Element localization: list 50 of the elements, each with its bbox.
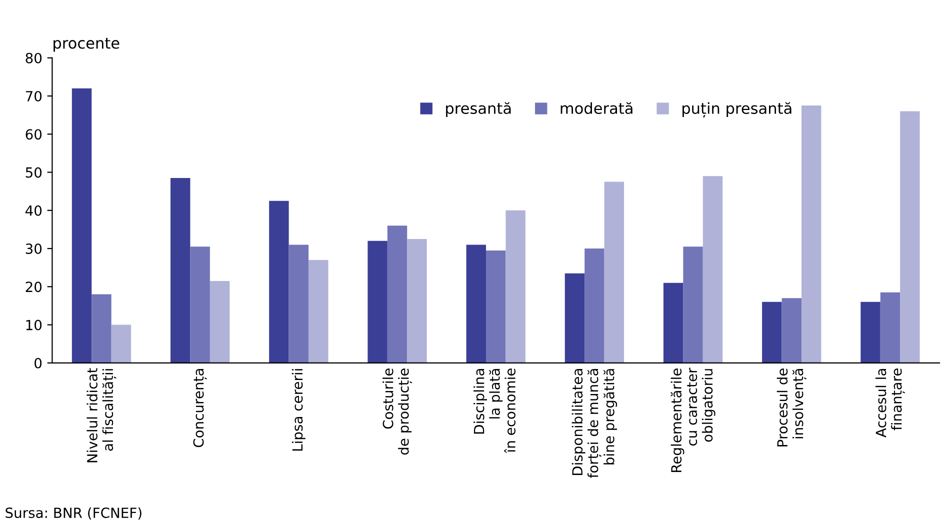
bar (564, 273, 585, 363)
x-tick-label: Procesul de insolvență (776, 368, 806, 446)
x-tick-label: Disponibilitatea forței de muncă bine pregătită (572, 369, 618, 478)
bar (880, 292, 900, 363)
bar (368, 240, 388, 363)
legend-label: moderată (560, 102, 632, 114)
legend-label: presantă (446, 102, 511, 117)
bar (782, 298, 802, 363)
bar (288, 244, 309, 363)
y-tick-label: 20 (26, 282, 42, 292)
bar (210, 280, 230, 363)
bar (584, 248, 604, 363)
y-tick-label: 40 (25, 205, 42, 216)
y-tick-label: 80 (26, 52, 42, 64)
y-axis-title: procente (54, 38, 120, 52)
bar (407, 239, 427, 363)
bar (387, 226, 408, 363)
y-tick-label: 30 (26, 244, 42, 254)
bar (486, 250, 506, 363)
bar (683, 246, 703, 363)
bar (860, 302, 880, 363)
bar (762, 302, 782, 363)
y-tick-label: 0 (34, 358, 42, 368)
y-tick-label: 70 (26, 90, 42, 102)
bar (190, 246, 210, 363)
bar (170, 178, 190, 363)
x-tick-label: Concurența (193, 369, 207, 448)
bar (466, 244, 486, 363)
y-tick-label: 60 (26, 129, 42, 140)
x-tick-label: Nivelul ridicat al fiscalității (86, 368, 116, 462)
bar (702, 176, 723, 363)
x-tick-label: Lipsa cererii (292, 369, 306, 451)
bar (506, 210, 526, 363)
bar (308, 260, 328, 363)
bar (111, 324, 132, 363)
bar (269, 200, 289, 363)
y-tick-label: 50 (26, 167, 42, 178)
bar (604, 182, 624, 363)
bar (92, 294, 112, 363)
bar (72, 88, 92, 363)
y-tick-label: 10 (26, 320, 42, 330)
bar (801, 106, 822, 363)
bar (900, 111, 920, 363)
x-tick-label: Disciplina la plată în economie (474, 368, 516, 454)
x-tick-label: Costurile de producție (382, 368, 412, 455)
x-tick-label: Reglementările cu caracter obligatoriu (670, 368, 716, 472)
text: Sursa: BNR (FCNEF) (6, 507, 142, 520)
legend-label: puțin presantă (682, 102, 792, 118)
x-tick-label: Accesul la finanțare (875, 368, 905, 438)
bar (663, 282, 684, 363)
